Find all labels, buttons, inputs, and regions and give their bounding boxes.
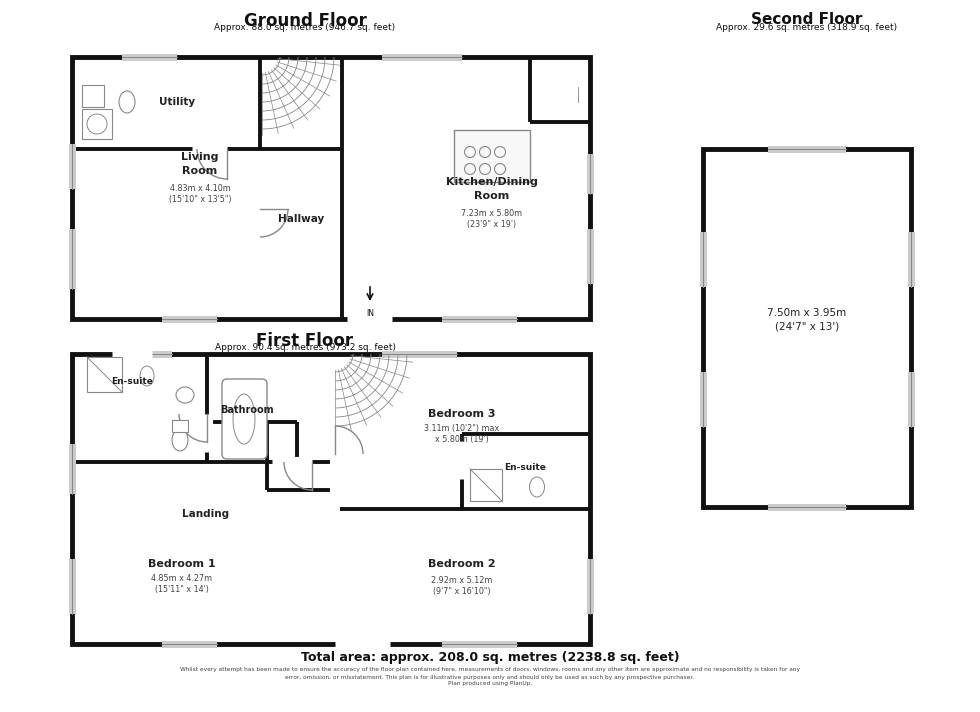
Bar (72, 57, 590, 319)
Text: Kitchen/Dining
Room: Kitchen/Dining Room (446, 177, 538, 201)
Text: error, omission, or misstatement. This plan is for illustrative purposes only an: error, omission, or misstatement. This p… (285, 674, 695, 679)
Text: First Floor: First Floor (257, 332, 354, 350)
Bar (162, 315, 217, 323)
Bar (69, 444, 75, 494)
Bar (172, 420, 188, 432)
Text: Bedroom 2: Bedroom 2 (428, 559, 496, 569)
Bar (82, 85, 104, 107)
Bar (442, 641, 517, 647)
Bar (907, 232, 914, 287)
Bar (122, 350, 172, 357)
Bar (69, 559, 75, 614)
Bar (768, 145, 846, 152)
Ellipse shape (176, 387, 194, 403)
Text: 4.85m x 4.27m
(15'11" x 14'): 4.85m x 4.27m (15'11" x 14') (152, 574, 213, 594)
Ellipse shape (529, 477, 545, 497)
Text: Ground Floor: Ground Floor (244, 12, 367, 30)
Bar (907, 372, 914, 427)
Text: Bedroom 3: Bedroom 3 (428, 409, 496, 419)
Bar (768, 503, 846, 511)
Text: 3.11m (10'2") max
x 5.80m (19'): 3.11m (10'2") max x 5.80m (19') (424, 424, 500, 444)
Bar (442, 315, 517, 323)
Text: Total area: approx. 208.0 sq. metres (2238.8 sq. feet): Total area: approx. 208.0 sq. metres (22… (301, 651, 679, 664)
Ellipse shape (233, 394, 255, 444)
Bar (586, 229, 594, 284)
Bar (382, 53, 462, 61)
Text: Landing: Landing (182, 509, 229, 519)
Text: Approx. 88.0 sq. metres (946.7 sq. feet): Approx. 88.0 sq. metres (946.7 sq. feet) (215, 23, 396, 32)
Ellipse shape (172, 429, 188, 451)
Text: Plan produced using PlanUp.: Plan produced using PlanUp. (448, 681, 532, 686)
Text: Approx. 29.6 sq. metres (318.9 sq. feet): Approx. 29.6 sq. metres (318.9 sq. feet) (716, 23, 898, 32)
Bar (69, 144, 75, 189)
Bar (382, 350, 457, 357)
Text: 2.92m x 5.12m
(9'7" x 16'10"): 2.92m x 5.12m (9'7" x 16'10") (431, 576, 493, 596)
Text: Approx. 90.4 sq. metres (973.2 sq. feet): Approx. 90.4 sq. metres (973.2 sq. feet) (215, 343, 396, 352)
Text: IN: IN (366, 309, 374, 318)
Bar (700, 372, 707, 427)
Bar (703, 149, 911, 507)
Text: 4.83m x 4.10m
(15'10" x 13'5"): 4.83m x 4.10m (15'10" x 13'5") (169, 184, 231, 204)
Bar (122, 53, 177, 61)
Bar (72, 354, 590, 644)
Bar (82, 109, 112, 139)
Bar (470, 469, 502, 501)
Text: Utility: Utility (159, 97, 195, 107)
Bar (454, 130, 530, 182)
Bar (700, 232, 707, 287)
Bar (162, 641, 217, 647)
Text: Living
Room: Living Room (181, 152, 219, 176)
Text: Second Floor: Second Floor (752, 12, 862, 27)
Text: 7.50m x 3.95m
(24'7" x 13'): 7.50m x 3.95m (24'7" x 13') (767, 308, 847, 332)
Text: Bathroom: Bathroom (220, 405, 273, 415)
Text: Bedroom 1: Bedroom 1 (148, 559, 216, 569)
Ellipse shape (119, 91, 135, 113)
Bar (586, 154, 594, 194)
Text: En-suite: En-suite (504, 463, 546, 471)
Ellipse shape (140, 366, 154, 386)
Text: En-suite: En-suite (111, 377, 153, 387)
Bar (87, 357, 122, 392)
Text: Hallway: Hallway (278, 214, 324, 224)
Text: Whilst every attempt has been made to ensure the accuracy of the floor plan cont: Whilst every attempt has been made to en… (180, 668, 800, 673)
Text: 7.23m x 5.80m
(23'9" x 19'): 7.23m x 5.80m (23'9" x 19') (462, 209, 522, 229)
FancyBboxPatch shape (222, 379, 267, 459)
Bar (586, 559, 594, 614)
Bar (69, 229, 75, 289)
